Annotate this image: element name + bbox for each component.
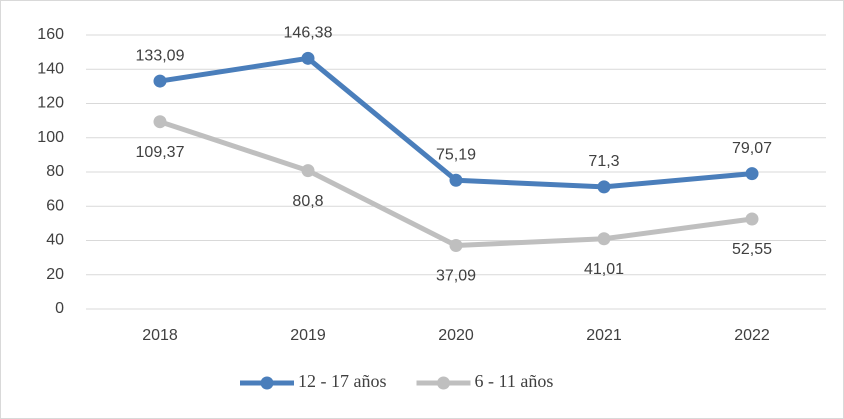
data-label: 109,37 [136, 144, 185, 161]
legend-marker [260, 376, 274, 390]
y-tick-label: 80 [46, 163, 64, 180]
marker [745, 212, 759, 226]
marker [449, 238, 463, 252]
marker [597, 180, 611, 194]
x-tick-label: 2021 [586, 327, 622, 344]
y-tick-label: 100 [37, 129, 64, 146]
marker [301, 164, 315, 178]
marker [745, 167, 759, 181]
marker [597, 232, 611, 246]
x-tick-label: 2019 [290, 327, 326, 344]
data-label: 146,38 [284, 25, 333, 42]
data-label: 80,8 [292, 193, 323, 210]
y-tick-label: 160 [37, 26, 64, 43]
data-label: 75,19 [436, 146, 476, 163]
marker [153, 115, 167, 129]
x-tick-label: 2022 [734, 327, 770, 344]
marker [153, 74, 167, 88]
legend-label: 6 - 11 años [475, 371, 554, 391]
data-label: 37,09 [436, 268, 476, 285]
x-tick-label: 2018 [142, 327, 178, 344]
legend-label: 12 - 17 años [298, 371, 387, 391]
marker [449, 173, 463, 187]
x-tick-label: 2020 [438, 327, 474, 344]
data-label: 133,09 [136, 47, 185, 64]
y-tick-label: 20 [46, 266, 64, 283]
y-tick-label: 0 [55, 300, 64, 317]
legend-marker [437, 376, 450, 390]
marker [301, 51, 315, 65]
y-tick-label: 140 [37, 60, 64, 77]
data-label: 71,3 [588, 153, 619, 170]
y-tick-label: 60 [46, 197, 64, 214]
data-label: 79,07 [732, 140, 772, 157]
data-label: 52,55 [732, 241, 772, 258]
data-label: 41,01 [584, 261, 624, 278]
y-tick-label: 40 [46, 232, 64, 249]
y-tick-label: 120 [37, 95, 64, 112]
